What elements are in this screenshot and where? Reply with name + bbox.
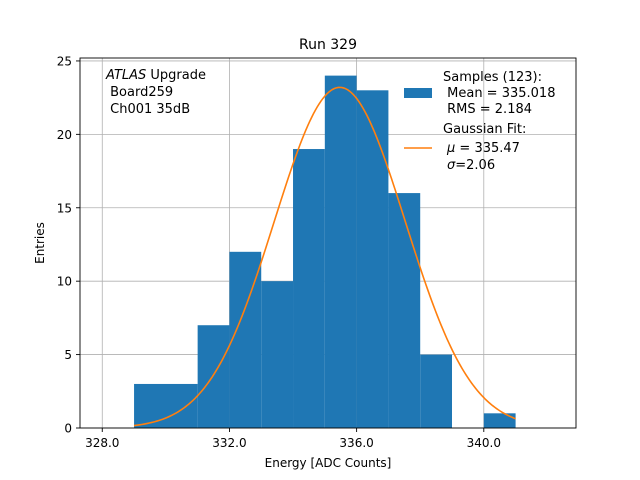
legend-samples-rms: RMS = 2.184 (443, 102, 532, 117)
histogram-bar (420, 354, 452, 428)
histogram-bars (134, 75, 516, 429)
y-axis-label: Entries (33, 222, 47, 264)
x-axis-ticks: 328.0 332.0 336.0 340.0 (85, 428, 501, 450)
y-tick-label: 5 (64, 348, 72, 362)
annotation-line-1: ATLAS Upgrade (105, 68, 206, 83)
y-tick-label: 20 (57, 128, 72, 142)
x-tick-label: 340.0 (467, 436, 501, 450)
legend-samples-mean: Mean = 335.018 (443, 86, 555, 101)
annotation-upgrade: Upgrade (146, 68, 206, 83)
histogram-bar (293, 149, 325, 429)
histogram-bar (229, 251, 262, 428)
annotation-board: Board259 (106, 85, 173, 100)
y-tick-label: 0 (64, 422, 72, 436)
legend-mu-value: = 335.47 (455, 141, 520, 156)
x-tick-label: 336.0 (339, 436, 373, 450)
histogram-bar (134, 383, 198, 428)
histogram-bar (483, 413, 516, 428)
y-tick-label: 25 (57, 54, 72, 68)
y-tick-label: 15 (57, 201, 72, 215)
legend-sigma-value: =2.06 (455, 158, 495, 173)
annotation-channel: Ch001 35dB (106, 102, 190, 117)
legend-samples-swatch (404, 88, 432, 98)
legend-mu-symbol: μ (446, 141, 455, 156)
legend-fit-mu: μ = 335.47 (446, 141, 520, 156)
histogram-bar (197, 325, 230, 428)
histogram-bar (388, 193, 421, 428)
legend-fit-sigma: σ=2.06 (447, 158, 495, 173)
histogram-bar (356, 90, 389, 429)
x-tick-label: 328.0 (85, 436, 119, 450)
x-tick-label: 332.0 (212, 436, 246, 450)
annotation-atlas: ATLAS (105, 68, 146, 83)
legend-fit-title: Gaussian Fit: (443, 122, 526, 137)
y-tick-label: 10 (57, 275, 72, 289)
histogram-bar (261, 281, 294, 428)
legend: Samples (123): Mean = 335.018 RMS = 2.18… (404, 70, 555, 173)
axes-frame (79, 57, 577, 429)
histogram-bar (324, 75, 357, 428)
atlas-annotation: ATLAS Upgrade Board259 Ch001 35dB (105, 68, 206, 117)
chart-title: Run 329 (299, 37, 357, 53)
legend-samples-title: Samples (123): (443, 70, 542, 85)
legend-sigma-symbol: σ (447, 158, 456, 173)
x-axis-label: Energy [ADC Counts] (265, 456, 392, 470)
y-axis-ticks: 0 5 10 15 20 25 (57, 54, 80, 436)
gaussian-fit-curve (133, 86, 516, 427)
